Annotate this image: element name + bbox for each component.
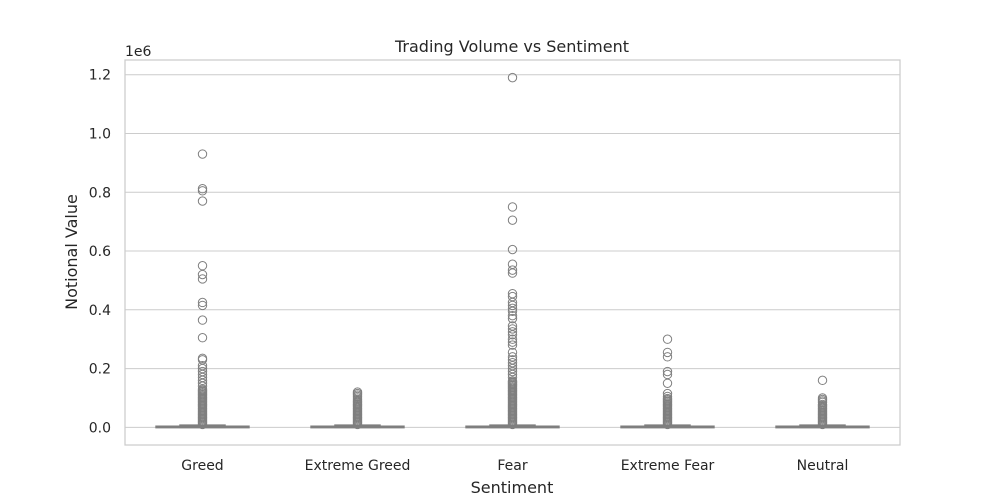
- outlier-point: [507, 324, 518, 334]
- box-group-neutral: [775, 375, 870, 430]
- x-tick-label: Extreme Fear: [621, 458, 715, 474]
- outlier-point: [197, 274, 208, 284]
- x-tick-label: Neutral: [797, 458, 849, 474]
- y-tick-label: 0.8: [89, 185, 111, 201]
- boxes: [155, 72, 870, 430]
- outlier-point: [662, 388, 673, 399]
- outlier-point: [507, 358, 518, 368]
- outlier-point: [197, 353, 208, 364]
- box-group-greed: [155, 149, 250, 430]
- outlier-point: [817, 393, 828, 403]
- outlier-point: [507, 244, 518, 255]
- outlier-point: [197, 360, 208, 371]
- y-offset-label: 1e6: [125, 44, 152, 60]
- box-group-fear: [465, 72, 560, 430]
- outlier-point: [507, 327, 518, 337]
- outlier-point: [352, 387, 363, 397]
- outlier-point: [507, 72, 518, 83]
- outlier-point: [507, 334, 518, 344]
- outlier-point: [507, 202, 518, 212]
- outlier-point: [507, 215, 518, 225]
- outlier-point: [507, 313, 518, 324]
- y-tick-labels: 0.0 0.2 0.4 0.6 0.8 1.0 1.2: [89, 68, 111, 437]
- outlier-point: [507, 355, 518, 365]
- outlier-point: [197, 196, 208, 206]
- outlier-point: [197, 184, 208, 194]
- outlier-point: [507, 352, 518, 362]
- outlier-point: [197, 149, 208, 159]
- outlier-point: [507, 291, 518, 302]
- y-tick-label: 0.4: [89, 303, 111, 319]
- y-tick-label: 0.2: [89, 362, 111, 378]
- y-tick-label: 1.0: [89, 126, 111, 142]
- y-axis-label: Notional Value: [62, 194, 81, 310]
- y-tick-label: 1.2: [89, 68, 111, 84]
- outlier-point: [662, 391, 673, 402]
- outlier-point: [507, 310, 518, 321]
- outlier-point: [817, 375, 828, 386]
- outlier-point: [197, 261, 208, 271]
- outlier-point: [197, 297, 208, 308]
- y-tick-label: 0.0: [89, 420, 111, 436]
- outlier-point: [197, 366, 208, 377]
- x-tick-labels: Greed Extreme Greed Fear Extreme Fear Neutra…: [181, 458, 848, 474]
- outlier-point: [507, 337, 518, 347]
- outlier-point: [197, 333, 208, 343]
- x-tick-label: Fear: [497, 458, 527, 474]
- outlier-point: [507, 376, 518, 386]
- box-group-extreme-fear: [620, 334, 715, 430]
- y-tick-label: 0.6: [89, 244, 111, 260]
- outlier-point: [507, 259, 518, 269]
- chart-title: Trading Volume vs Sentiment: [394, 37, 629, 56]
- box-group-extreme-greed: [310, 387, 405, 430]
- outlier-point: [507, 321, 518, 331]
- outlier-point: [662, 352, 673, 362]
- outlier-point: [507, 265, 518, 275]
- outlier-point: [662, 334, 673, 344]
- outlier-point: [507, 288, 518, 299]
- outlier-point: [662, 369, 673, 380]
- outlier-point: [507, 347, 518, 358]
- outlier-point: [197, 300, 208, 311]
- outlier-point: [507, 303, 518, 314]
- outlier-point: [197, 315, 208, 325]
- outlier-point: [507, 340, 518, 350]
- outlier-point: [662, 366, 673, 377]
- x-axis-label: Sentiment: [471, 478, 554, 497]
- x-tick-label: Greed: [181, 458, 223, 474]
- outlier-point: [662, 347, 673, 358]
- x-tick-label: Extreme Greed: [305, 458, 411, 474]
- plot-area-frame: [124, 59, 901, 446]
